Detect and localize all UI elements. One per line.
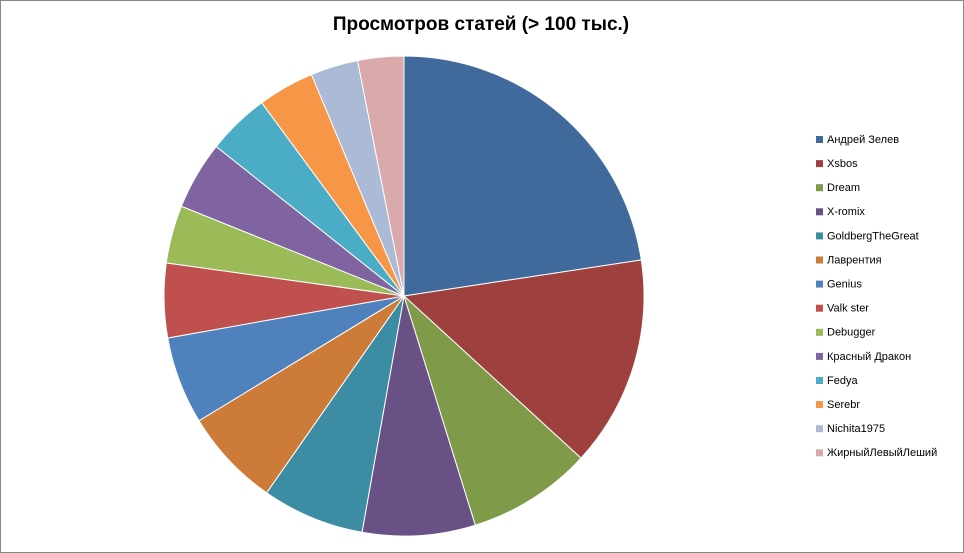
pie-slice	[361, 295, 476, 537]
legend-swatch	[816, 208, 823, 216]
legend-swatch	[816, 184, 823, 192]
legend-swatch	[816, 160, 823, 168]
pie-slice	[265, 295, 405, 533]
legend-label: Xsbos	[827, 158, 858, 170]
legend-label: Dream	[827, 182, 860, 194]
legend-label: Serebr	[827, 399, 860, 411]
pie-slice	[403, 55, 642, 297]
legend-swatch	[816, 280, 823, 288]
pie-slice	[402, 259, 645, 459]
legend-label: ЖирныйЛевыйЛеший	[827, 447, 937, 459]
legend-swatch	[816, 232, 823, 240]
legend-swatch	[816, 256, 823, 264]
legend-swatch	[816, 425, 823, 433]
legend-label: Fedya	[827, 375, 858, 387]
legend-label: Debugger	[827, 327, 876, 339]
legend-swatch	[816, 449, 823, 457]
pie-slice	[402, 294, 582, 526]
legend-swatch	[816, 136, 823, 143]
legend-swatch	[816, 328, 823, 336]
legend-label: X-romix	[827, 206, 865, 218]
legend-label: Андрей Зелев	[827, 134, 899, 146]
legend-swatch	[816, 401, 823, 409]
legend-label: Valk ster	[827, 303, 869, 315]
legend-label: Красный Дракон	[827, 351, 911, 363]
legend-swatch	[816, 352, 823, 360]
legend-label: Лаврентия	[827, 254, 882, 266]
legend-swatch	[816, 304, 823, 312]
legend-label: GoldbergTheGreat	[827, 230, 919, 242]
legend-swatch	[816, 377, 823, 384]
pie-slice	[356, 55, 405, 297]
chart-title: Просмотров статей (> 100 тыс.)	[333, 14, 629, 35]
legend-label: Genius	[827, 279, 862, 291]
legend-label: Nichita1975	[827, 423, 885, 435]
